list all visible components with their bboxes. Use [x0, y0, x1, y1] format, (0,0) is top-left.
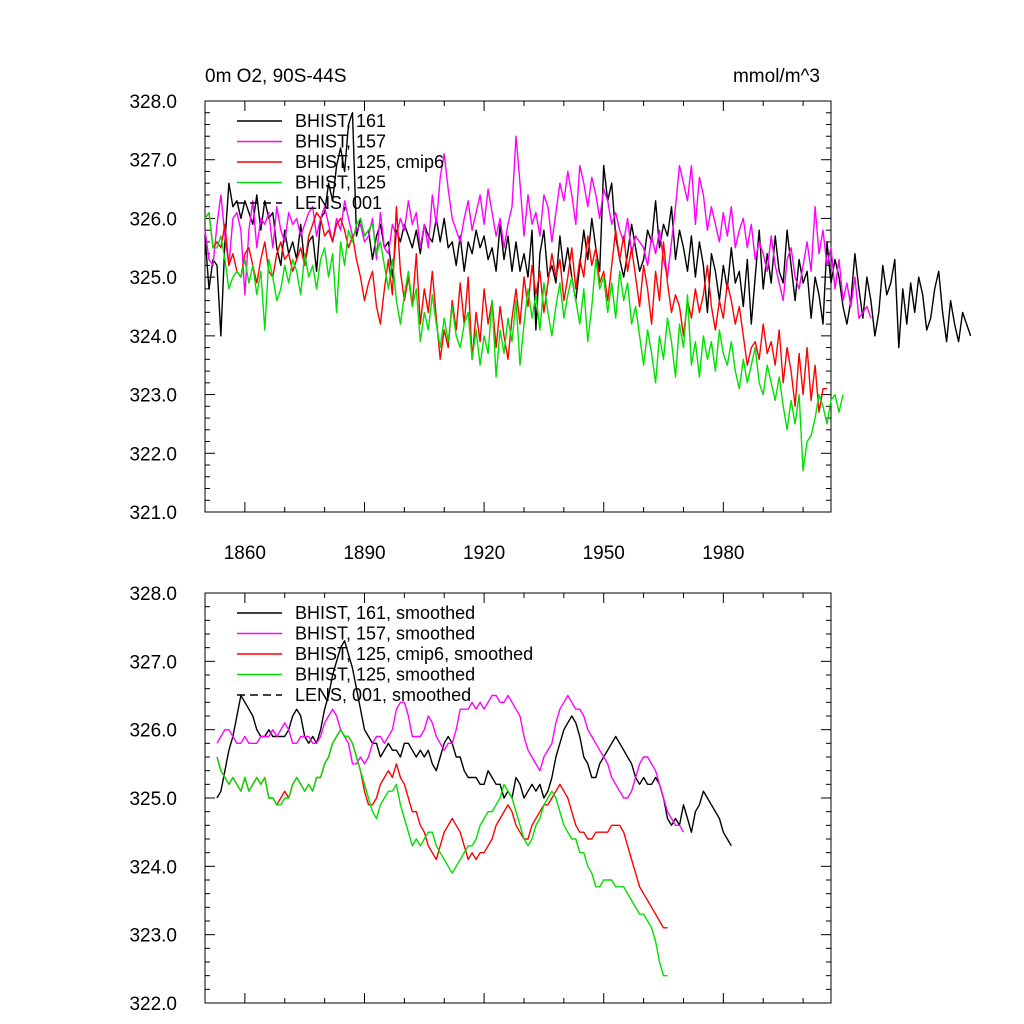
- series-line-3: [204, 205, 827, 413]
- y-tick-label: 326.0: [129, 721, 177, 742]
- y-tick-label: 321.0: [129, 503, 177, 524]
- series-line-1: [204, 111, 972, 349]
- y-tick-label: 323.0: [129, 926, 177, 947]
- y-tick-label: 323.0: [129, 386, 177, 407]
- y-tick-label: 322.0: [129, 994, 177, 1015]
- series-line-4: [216, 729, 668, 977]
- x-tick-label: 1890: [343, 543, 385, 564]
- series-line-1: [216, 640, 732, 847]
- plot-frame-1: [204, 100, 832, 513]
- y-tick-label: 327.0: [129, 652, 177, 673]
- legend-label-3: BHIST, 125, cmip6: [295, 152, 444, 172]
- chart-title-left: 0m O2, 90S-44S: [205, 66, 347, 87]
- y-tick-label: 322.0: [129, 444, 177, 465]
- x-tick-label: 1860: [224, 543, 266, 564]
- legend-label-5: LENS, 001: [295, 193, 382, 213]
- series-line-3: [216, 729, 668, 929]
- series-line-4: [204, 211, 844, 472]
- y-tick-label: 324.0: [129, 857, 177, 878]
- legend-label-1: BHIST, 161, smoothed: [295, 603, 475, 623]
- y-tick-label: 325.0: [129, 789, 177, 810]
- y-tick-label: 328.0: [129, 92, 177, 113]
- y-tick-label: 324.0: [129, 327, 177, 348]
- series-line-2: [204, 135, 872, 319]
- y-tick-label: 325.0: [129, 268, 177, 289]
- legend-label-4: BHIST, 125, smoothed: [295, 665, 475, 685]
- series-line-2: [216, 694, 685, 833]
- x-tick-label: 1980: [702, 543, 744, 564]
- x-tick-label: 1950: [583, 543, 625, 564]
- legend-label-3: BHIST, 125, cmip6, smoothed: [295, 644, 533, 664]
- legend-label-1: BHIST, 161: [295, 111, 386, 131]
- legend-label-2: BHIST, 157: [295, 132, 386, 152]
- y-tick-label: 326.0: [129, 209, 177, 230]
- legend-label-2: BHIST, 157, smoothed: [295, 624, 475, 644]
- y-tick-label: 328.0: [129, 584, 177, 605]
- x-tick-label: 1920: [463, 543, 505, 564]
- legend-label-4: BHIST, 125: [295, 173, 386, 193]
- legend-label-5: LENS, 001, smoothed: [295, 685, 471, 705]
- y-tick-label: 327.0: [129, 151, 177, 172]
- chart-units-label: mmol/m^3: [732, 66, 820, 87]
